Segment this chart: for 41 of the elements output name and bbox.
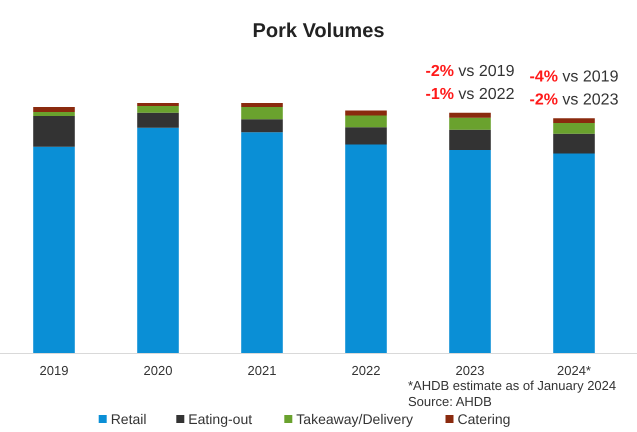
bar (449, 130, 491, 150)
bar (33, 146, 75, 353)
legend-label: Eating-out (188, 411, 252, 427)
bar (449, 150, 491, 353)
legend-label: Catering (458, 411, 510, 427)
bar (345, 144, 387, 353)
source-note: Source: AHDB (408, 394, 492, 409)
bar (33, 116, 75, 147)
bar (137, 103, 179, 106)
bar (449, 112, 491, 118)
bar (137, 128, 179, 353)
bar (33, 112, 75, 116)
bar (553, 123, 595, 134)
bar (241, 119, 283, 132)
bar (241, 107, 283, 120)
x-tick-label: 2023 (456, 363, 484, 378)
chart-title: Pork Volumes (252, 20, 384, 42)
legend-label: Retail (110, 411, 146, 427)
bar (241, 132, 283, 353)
x-tick-label: 2019 (40, 363, 68, 378)
legend-label: Takeaway/Delivery (296, 411, 414, 427)
bar (137, 106, 179, 113)
bar (449, 118, 491, 130)
bar (553, 154, 595, 353)
x-tick-label: 2020 (144, 363, 172, 378)
bar (345, 127, 387, 144)
bar (553, 134, 595, 154)
bar (345, 116, 387, 128)
bar (137, 112, 179, 128)
x-tick-label: 2024* (557, 363, 591, 378)
x-tick-label: 2021 (248, 363, 276, 378)
annotation: -2% vs 2019 (426, 62, 515, 80)
annotation: -2% vs 2023 (530, 91, 619, 108)
annotation: -1% vs 2022 (426, 86, 515, 103)
x-tick-label: 2022 (352, 363, 380, 378)
annotation: -4% vs 2019 (530, 68, 619, 86)
bar (345, 110, 387, 116)
bar (33, 107, 75, 112)
bar (553, 118, 595, 123)
bar (241, 103, 283, 107)
text: *AHDB estimate as of January 2024 (408, 378, 616, 393)
